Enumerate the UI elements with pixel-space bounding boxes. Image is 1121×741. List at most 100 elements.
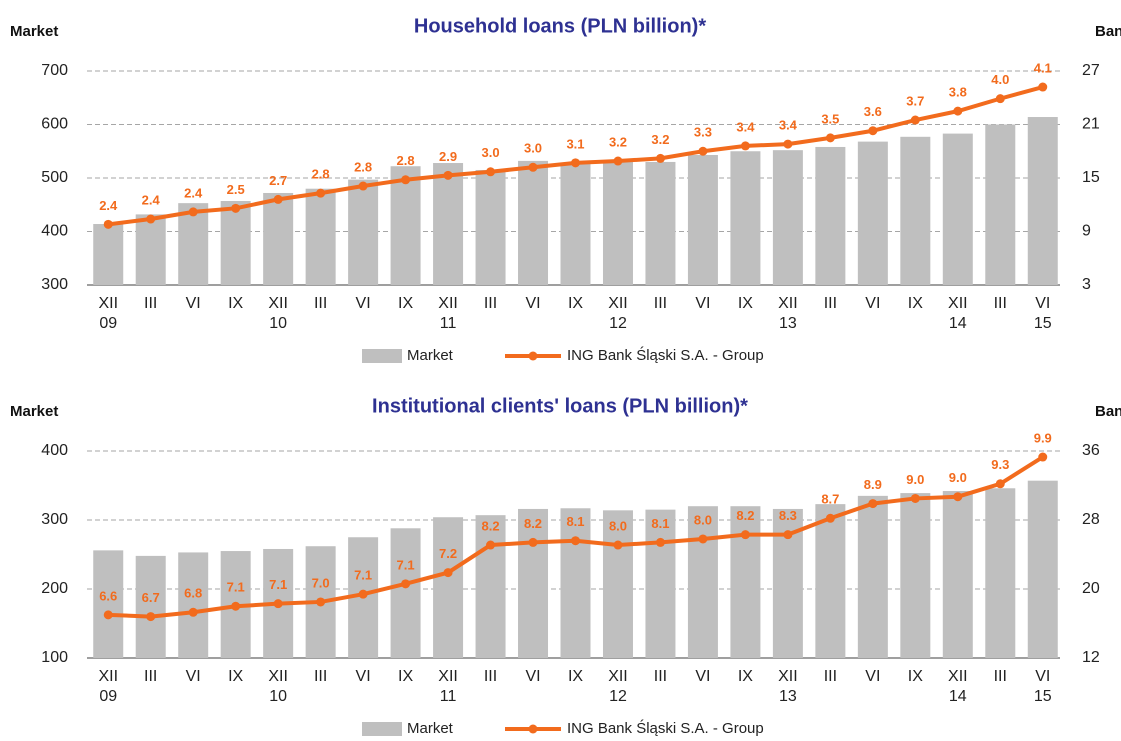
line-point xyxy=(401,175,411,185)
line-point xyxy=(910,493,920,503)
chart-title: Institutional clients' loans (PLN billio… xyxy=(372,395,748,417)
y2-tick-label: 12 xyxy=(1082,649,1100,666)
chart-title: Household loans (PLN billion)* xyxy=(414,15,706,37)
bar xyxy=(390,528,421,658)
x-tick-label: III xyxy=(654,295,667,312)
bar xyxy=(305,188,336,285)
y-tick-label: 500 xyxy=(41,169,68,186)
line-point xyxy=(698,534,708,544)
line-point xyxy=(528,162,538,172)
data-label: 7.0 xyxy=(312,575,330,590)
line-point xyxy=(188,207,198,217)
bar xyxy=(815,146,846,285)
line-point xyxy=(740,530,750,540)
x-tick-label: III xyxy=(314,295,327,312)
x-tick-label: IX xyxy=(908,668,923,685)
y2-tick-label: 9 xyxy=(1082,223,1091,240)
y-tick-label: 700 xyxy=(41,62,68,79)
x-tick-label: IX xyxy=(568,295,583,312)
bar xyxy=(135,555,166,658)
data-label: 2.4 xyxy=(142,192,161,207)
legend-label: ING Bank Śląski S.A. - Group xyxy=(567,346,764,364)
bar xyxy=(390,166,421,285)
legend-label: Market xyxy=(407,720,454,737)
x-tick-label: XII xyxy=(778,668,798,685)
legend-swatch xyxy=(362,722,402,736)
line-point xyxy=(953,492,963,502)
data-label: 4.0 xyxy=(991,72,1009,87)
y-tick-label: 100 xyxy=(41,649,68,666)
bar xyxy=(730,506,761,658)
data-label: 3.1 xyxy=(566,136,584,151)
x-tick-label: VI xyxy=(186,668,201,685)
x-tick-label: XII xyxy=(778,295,798,312)
line-point xyxy=(868,499,878,509)
data-label: 6.8 xyxy=(184,586,202,601)
bar xyxy=(93,224,124,285)
line-point xyxy=(146,214,156,224)
data-label: 6.7 xyxy=(142,590,160,605)
data-label: 9.9 xyxy=(1034,430,1052,445)
line-point xyxy=(910,115,920,125)
x-tick-label: VI xyxy=(356,295,371,312)
bar xyxy=(857,495,888,658)
y2-tick-label: 27 xyxy=(1082,62,1100,79)
x-tick-label: XII xyxy=(608,668,628,685)
line-point xyxy=(103,219,113,229)
x-tick-label: 13 xyxy=(779,688,797,705)
data-label: 3.8 xyxy=(949,85,967,100)
x-tick-label: XII xyxy=(438,295,458,312)
y2-tick-label: 20 xyxy=(1082,580,1100,597)
y-axis-label: Market xyxy=(10,23,58,40)
data-label: 8.0 xyxy=(609,518,627,533)
data-label: 4.1 xyxy=(1034,60,1052,75)
data-label: 3.2 xyxy=(609,134,627,149)
data-label: 3.3 xyxy=(694,125,712,140)
x-tick-label: III xyxy=(484,668,497,685)
line-point xyxy=(655,537,665,547)
line-point xyxy=(486,167,496,177)
legend-dot xyxy=(528,351,538,361)
line-point xyxy=(1038,82,1048,92)
x-tick-label: VI xyxy=(356,668,371,685)
bar xyxy=(645,161,676,285)
x-tick-label: 15 xyxy=(1034,315,1052,332)
bar xyxy=(687,506,718,658)
data-label: 3.0 xyxy=(524,141,542,156)
bar xyxy=(475,515,506,658)
x-tick-label: VI xyxy=(1035,295,1050,312)
x-tick-label: XII xyxy=(98,295,118,312)
line-point xyxy=(740,141,750,151)
legend-dot xyxy=(528,724,538,734)
line-point xyxy=(316,597,326,607)
data-label: 8.1 xyxy=(651,516,669,531)
data-label: 7.1 xyxy=(227,580,245,595)
x-tick-label: IX xyxy=(398,668,413,685)
data-label: 6.6 xyxy=(99,588,117,603)
x-tick-label: III xyxy=(994,295,1007,312)
data-label: 8.9 xyxy=(864,477,882,492)
bar xyxy=(518,508,549,658)
x-tick-label: VI xyxy=(695,295,710,312)
x-tick-label: IX xyxy=(228,295,243,312)
bar xyxy=(560,163,591,285)
x-tick-label: III xyxy=(144,295,157,312)
x-tick-label: III xyxy=(824,295,837,312)
data-label: 9.0 xyxy=(949,470,967,485)
y-tick-label: 400 xyxy=(41,223,68,240)
bar xyxy=(772,150,803,285)
data-label: 7.1 xyxy=(354,568,372,583)
data-label: 9.3 xyxy=(991,457,1009,472)
bar xyxy=(942,133,973,285)
data-label: 2.4 xyxy=(184,185,203,200)
x-tick-label: 09 xyxy=(99,315,117,332)
bar xyxy=(942,491,973,658)
y2-tick-label: 36 xyxy=(1082,442,1100,459)
line-point xyxy=(401,579,411,589)
x-tick-label: VI xyxy=(525,668,540,685)
legend-label: ING Bank Śląski S.A. - Group xyxy=(567,719,764,737)
line-point xyxy=(571,536,580,546)
bar xyxy=(348,179,379,285)
line-point xyxy=(613,156,623,166)
x-tick-label: XII xyxy=(268,668,288,685)
